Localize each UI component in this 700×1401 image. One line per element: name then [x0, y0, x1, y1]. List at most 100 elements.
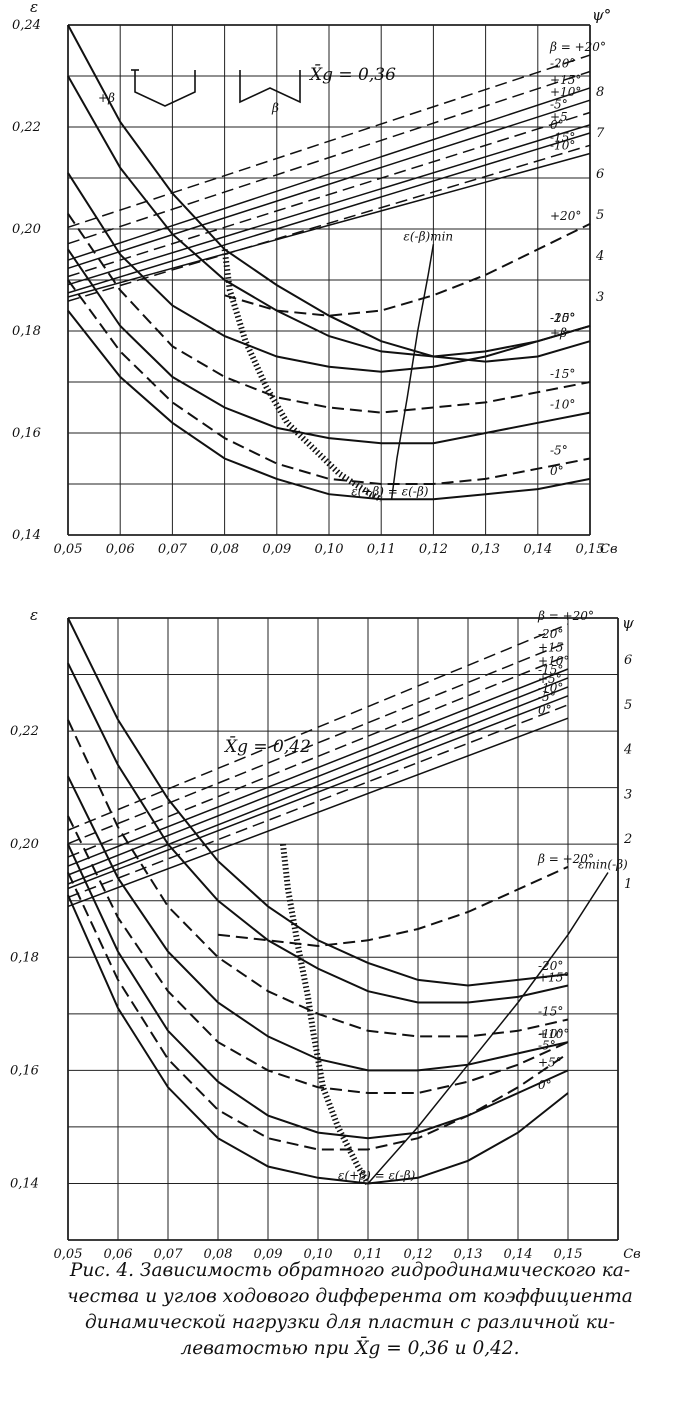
- series-label: ε(-β)min: [403, 229, 453, 243]
- series-line: [67, 815, 569, 1094]
- y2-tick-label: 4: [623, 743, 632, 758]
- series-label: -20°: [538, 959, 563, 973]
- y-tick-label: 0,22: [12, 120, 41, 135]
- series-label: +β: [550, 326, 567, 340]
- series-line: [67, 677, 569, 876]
- series-label: -20°: [538, 627, 563, 641]
- y2-tick-label: 8: [596, 85, 604, 100]
- series-line: [67, 152, 591, 298]
- series-label: 0°: [550, 118, 564, 132]
- series-line: [67, 623, 569, 831]
- series-label: +5°: [538, 1055, 562, 1069]
- y-axis-label: ε: [30, 0, 38, 16]
- y2-axis-label: ψ°: [592, 6, 611, 24]
- series-line: [67, 894, 569, 1185]
- x-tick-label: 0,08: [204, 1247, 233, 1262]
- series-line: [367, 872, 609, 1184]
- x-tick-label: 0,06: [106, 542, 135, 557]
- y-tick-label: 0,18: [12, 324, 41, 339]
- figure-caption: Рис. 4. Зависимость обратного гидродинам…: [0, 1258, 700, 1362]
- series-line: [67, 668, 569, 867]
- caption-line: динамической нагрузки для пластин с разл…: [85, 1312, 615, 1333]
- series-line: [67, 70, 591, 245]
- series-line: [224, 223, 591, 317]
- y-tick-label: 0,20: [12, 222, 41, 237]
- sketch-label: β: [271, 101, 279, 115]
- series-line: [67, 719, 569, 1038]
- caption-line: чества и углов ходового дифферента от ко…: [67, 1286, 633, 1307]
- y2-tick-label: 7: [596, 126, 605, 141]
- x-tick-label: 0,09: [262, 542, 291, 557]
- series-label: -5°: [538, 1038, 556, 1052]
- series-line: [67, 213, 591, 414]
- series-line: [67, 132, 591, 294]
- x-tick-label: 0,06: [104, 1247, 133, 1262]
- series-label: -10°: [550, 139, 575, 153]
- xg-annotation: X̄g = 0,36: [308, 63, 396, 85]
- series-line: [67, 717, 569, 908]
- x-tick-label: 0,14: [523, 542, 552, 557]
- y-tick-label: 0,14: [10, 1176, 39, 1191]
- series-line: [67, 124, 591, 286]
- series-line: [67, 87, 591, 261]
- y-tick-label: 0,16: [12, 426, 41, 441]
- y2-tick-label: 5: [624, 698, 632, 713]
- series-line: [221, 249, 383, 502]
- series-line: [67, 775, 569, 1072]
- xg-annotation: X̄g = 0,42: [223, 735, 311, 757]
- series-line: [67, 54, 591, 229]
- series-line: [390, 244, 435, 500]
- y2-tick-label: 1: [624, 877, 632, 892]
- series-label: β = +20°: [537, 852, 594, 866]
- series-label: 0°: [550, 464, 564, 478]
- sketch-label: +β: [98, 91, 115, 105]
- series-line: [67, 279, 591, 485]
- y-tick-label: 0,16: [10, 1063, 39, 1078]
- series-line: [67, 617, 569, 987]
- series-label: εmin(-β): [578, 857, 628, 871]
- y-tick-label: 0,14: [12, 528, 41, 543]
- x-tick-label: 0,08: [210, 542, 239, 557]
- x-tick-label: Cв: [623, 1247, 641, 1262]
- series-label: -15°: [550, 130, 575, 144]
- series-label: ε(+β) = ε(-β): [338, 1168, 416, 1182]
- series-line: [67, 75, 591, 358]
- panel-1: [67, 24, 591, 536]
- hull-sketch-negative: [239, 70, 301, 104]
- x-tick-label: 0,09: [254, 1247, 283, 1262]
- series-label: -5°: [538, 690, 556, 704]
- caption-line: леватостью при X̄g = 0,36 и 0,42.: [180, 1338, 520, 1359]
- y2-tick-label: 5: [596, 208, 604, 223]
- x-tick-label: 0,11: [367, 542, 396, 557]
- series-line: [67, 172, 591, 373]
- y2-tick-label: 3: [624, 787, 632, 802]
- y-axis-label: ε: [30, 606, 38, 624]
- x-tick-label: 0,07: [158, 542, 188, 557]
- y-tick-label: 0,18: [10, 950, 39, 965]
- series-line: [67, 872, 569, 1151]
- x-tick-label: 0,10: [315, 542, 344, 557]
- series-label: +15: [538, 641, 563, 655]
- series-label: -10°: [538, 681, 563, 695]
- y2-tick-label: 6: [624, 653, 632, 668]
- x-axis-label: Cв: [600, 542, 618, 557]
- series-line: [67, 662, 569, 1004]
- y2-tick-label: 6: [596, 167, 604, 182]
- series-label: ε(+β) = ε(-β): [351, 484, 429, 498]
- y2-axis-label: ψ: [622, 614, 634, 632]
- series-line: [67, 248, 591, 445]
- y2-tick-label: 2: [623, 832, 632, 847]
- x-tick-label: 0,13: [471, 542, 500, 557]
- x-tick-label: 0,05: [54, 1247, 83, 1262]
- series-label: -20°: [550, 311, 575, 325]
- series-label: β = +20°: [537, 609, 594, 623]
- y-tick-label: 0,24: [12, 18, 41, 33]
- y-tick-label: 0,22: [10, 724, 39, 739]
- x-tick-label: 0,15: [576, 542, 605, 557]
- series-label: +5°: [538, 672, 562, 686]
- x-tick-label: 0,12: [404, 1247, 433, 1262]
- y-tick-label: 0,20: [10, 837, 39, 852]
- x-tick-label: 0,10: [304, 1247, 333, 1262]
- series-line: [67, 144, 591, 302]
